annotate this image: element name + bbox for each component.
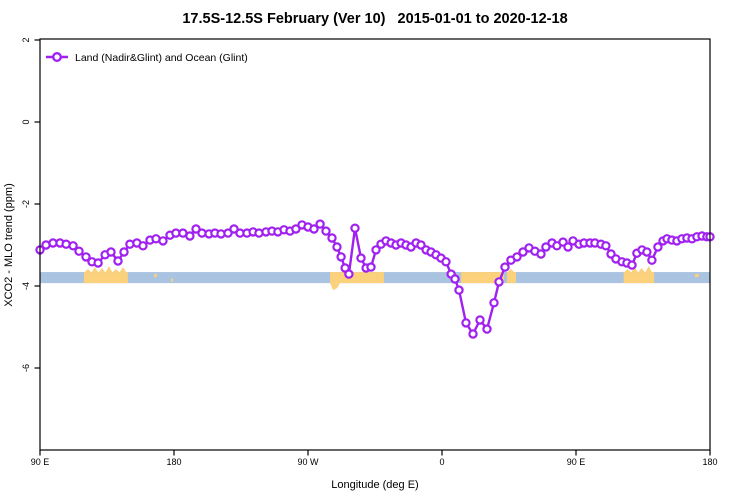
data-point [468,329,478,339]
data-point [475,315,485,325]
land-topography-bump [112,269,120,273]
data-point [81,252,91,262]
land-topography-bump [84,269,92,273]
data-point [68,241,78,251]
data-point [366,262,376,272]
legend: Land (Nadir&Glint) and Ocean (Glint) [46,52,248,64]
land-topography-bump [98,268,106,273]
data-point [223,228,233,238]
data-point [441,257,451,267]
land-ocean-band [40,266,710,291]
y-tick-label: -2 [21,200,31,208]
x-tick-label: 90 W [297,457,319,467]
land-segment [461,272,504,284]
x-tick-label: 180 [166,457,181,467]
data-point [536,249,546,259]
x-tick-label: 180 [702,457,717,467]
land-islet [694,274,699,278]
land-segment [83,272,128,284]
data-point [647,255,657,265]
data-point [627,260,637,270]
data-point [454,285,464,295]
data-point [229,224,239,234]
y-tick-label: 0 [21,119,31,124]
data-point [482,324,492,334]
data-point [106,247,116,257]
land-segment [506,272,516,284]
x-tick-label: 90 E [31,457,50,467]
y-tick-label: 2 [21,37,31,42]
data-point [321,226,331,236]
data-point [371,245,381,255]
data-point [356,253,366,263]
data-point [336,252,346,262]
land-topography-bump [638,268,645,273]
land-topography-tab [330,283,341,291]
plot-border [39,38,711,451]
data-point [309,224,319,234]
data-series [35,219,715,339]
data-point [541,242,551,252]
data-point [512,252,522,262]
x-tick-label: 0 [439,457,444,467]
data-point [461,318,471,328]
data-point [119,247,129,257]
data-point [185,231,195,241]
data-point [350,223,360,233]
chart-title: 17.5S-12.5S February (Ver 10) 2015-01-01… [182,11,567,27]
data-point [518,247,528,257]
data-point [653,242,663,252]
y-axis-title: XCO2 - MLO trend (ppm) [3,183,15,306]
x-tick-label: 90 E [567,457,586,467]
data-point [93,258,103,268]
y-tick-label: -4 [21,282,31,290]
data-point [494,277,504,287]
data-point [489,298,499,308]
legend-marker-icon [52,52,63,63]
land-topography-bump [105,266,113,273]
land-topography-bump [119,267,127,273]
land-segment [330,272,384,284]
data-point [113,256,123,266]
land-topography-bump [645,266,652,273]
data-point [315,219,325,229]
data-point [138,241,148,251]
land-topography-bump [631,267,638,273]
land-islet [171,278,174,282]
land-topography-bump [91,267,99,273]
data-point [332,242,342,252]
data-point [158,236,168,246]
land-islet [153,274,157,278]
data-point [450,274,460,284]
land-topography-bump [507,269,515,273]
data-point [601,241,611,251]
legend-label: Land (Nadir&Glint) and Ocean (Glint) [75,52,248,64]
x-axis-title: Longitude (deg E) [331,479,418,491]
data-point [191,224,201,234]
data-point [563,242,573,252]
data-point [74,246,84,256]
data-point [291,224,301,234]
data-point [642,247,652,257]
data-point [344,269,354,279]
land-segment [623,272,655,284]
data-point [500,262,510,272]
land-topography-bump [624,269,631,273]
data-point [327,233,337,243]
axis-ticks: 90 E 180 90 W 0 90 E 180 2 0 -2 -4 -6 [21,37,718,467]
y-tick-label: -6 [21,364,31,372]
